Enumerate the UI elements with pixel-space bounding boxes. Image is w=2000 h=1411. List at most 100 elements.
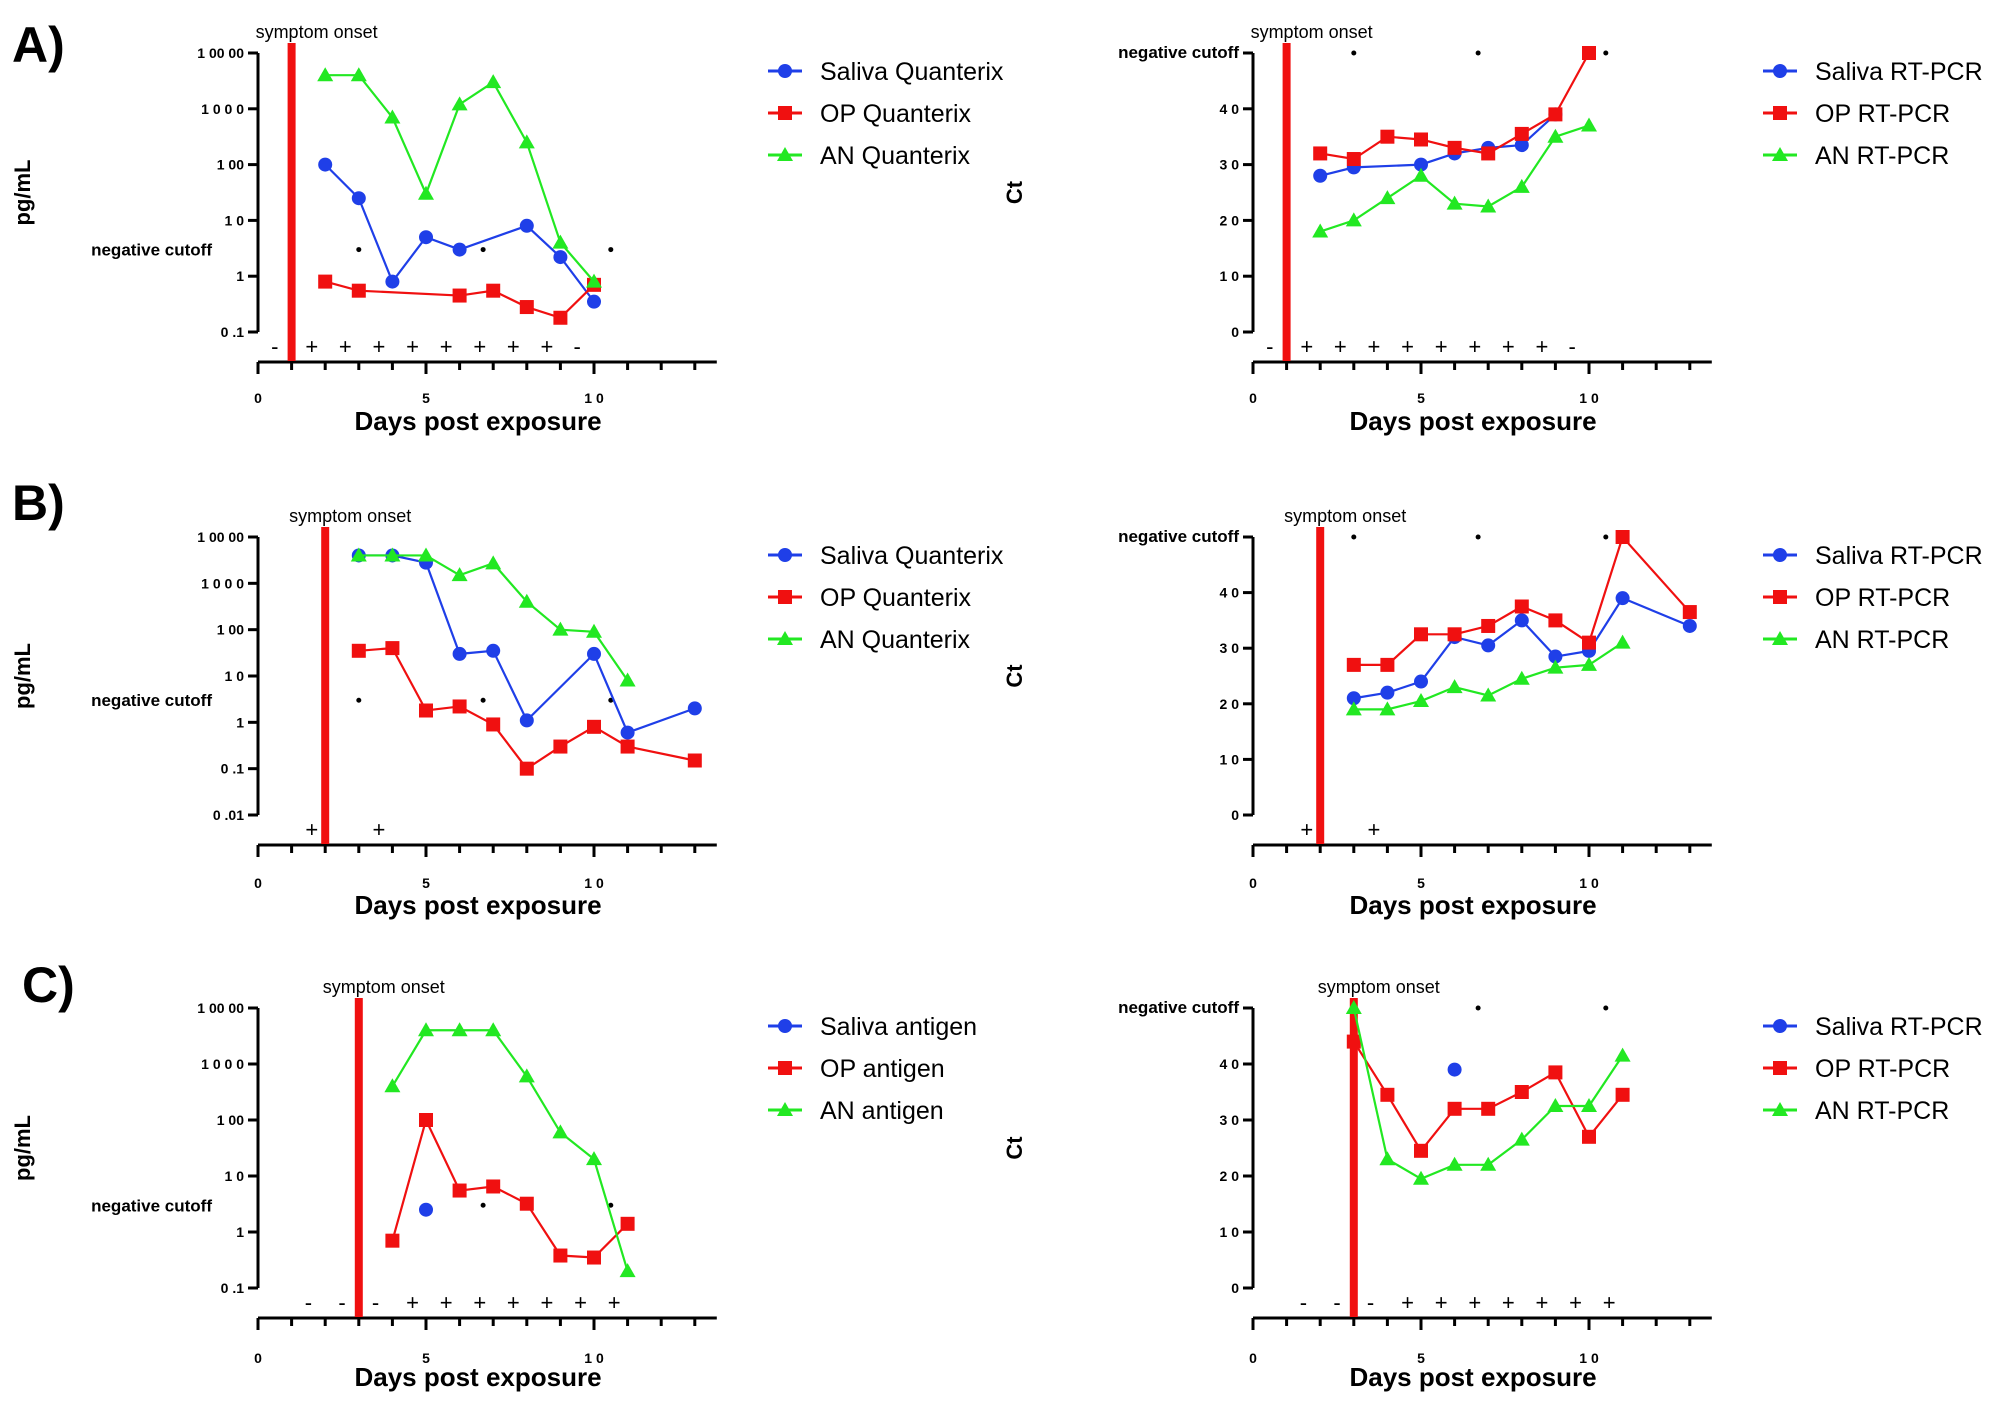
legend-label: OP Quanterix	[820, 584, 972, 612]
series-saliva	[351, 548, 702, 740]
data-point	[620, 725, 635, 740]
x-tick-label: 0	[254, 875, 262, 891]
data-point	[418, 1022, 434, 1037]
data-point	[1481, 638, 1496, 653]
test-result-sign: +	[1368, 334, 1381, 359]
test-result-sign: +	[541, 334, 554, 359]
data-point	[1581, 117, 1597, 132]
x-tick-label: 1 0	[1579, 875, 1599, 891]
data-point	[552, 1124, 569, 1139]
cutoff-label: negative cutoff	[91, 1196, 212, 1215]
y-tick-label: negative cutoff	[1118, 43, 1239, 62]
data-point	[586, 273, 602, 288]
y-tick-label: 2 0	[1220, 1168, 1240, 1184]
test-result-sign: +	[507, 1290, 520, 1315]
x-tick-label: 1 0	[584, 1350, 604, 1366]
data-point	[1312, 223, 1329, 238]
data-point	[1548, 107, 1563, 122]
cutoff-dot	[356, 247, 362, 253]
data-point	[553, 250, 568, 265]
data-point	[419, 1113, 433, 1127]
y-tick-label: 3 0	[1220, 157, 1240, 173]
y-tick-label: 0	[1231, 324, 1239, 340]
legend-marker	[1772, 631, 1788, 645]
data-point	[1380, 1087, 1395, 1102]
data-point	[620, 1216, 635, 1231]
y-tick-label: 0 .1	[221, 1280, 245, 1296]
data-point	[1548, 1065, 1563, 1080]
data-point	[1380, 685, 1395, 700]
chart-panel-1: A)0 .111 01 001 0 0 01 00 00pg/mLnegativ…	[10, 17, 1004, 436]
test-result-sign: +	[440, 334, 453, 359]
series-an	[1345, 1000, 1631, 1185]
test-result-sign: -	[305, 1290, 312, 1315]
test-result-sign: +	[541, 1290, 554, 1315]
data-point	[419, 1202, 433, 1217]
data-point	[553, 739, 568, 754]
x-tick-label: 1 0	[1579, 390, 1599, 406]
legend-label: AN Quanterix	[820, 142, 971, 170]
data-point	[385, 274, 400, 289]
y-tick-label: 1 00 00	[197, 45, 244, 61]
series-op	[385, 1113, 635, 1265]
data-point	[451, 1022, 468, 1037]
symptom-onset-label: symptom onset	[1284, 506, 1406, 526]
data-point	[418, 547, 434, 562]
data-point	[587, 294, 601, 309]
legend-marker	[777, 147, 793, 161]
test-result-sign: +	[1468, 1290, 1481, 1315]
data-point	[1614, 1047, 1631, 1062]
symptom-onset-label: symptom onset	[289, 506, 411, 526]
data-point	[552, 621, 569, 636]
legend-label: AN Quanterix	[820, 626, 971, 654]
cutoff-dot	[1475, 50, 1481, 56]
data-point	[451, 567, 468, 582]
data-point	[518, 593, 535, 608]
y-axis-title: pg/mL	[10, 160, 35, 226]
legend-marker	[1772, 1102, 1788, 1116]
test-result-sign: +	[1502, 334, 1515, 359]
x-tick-label: 5	[1417, 1350, 1425, 1366]
x-tick-label: 5	[1417, 875, 1425, 891]
test-result-sign: +	[305, 817, 318, 842]
data-point	[1581, 656, 1597, 671]
data-point	[1413, 167, 1429, 182]
test-result-sign: -	[1367, 1290, 1374, 1315]
y-tick-label: negative cutoff	[1118, 998, 1239, 1017]
test-result-sign: +	[1536, 1290, 1549, 1315]
symptom-onset-label: symptom onset	[1251, 22, 1373, 42]
data-point	[419, 230, 433, 245]
series-line	[324, 163, 595, 303]
test-result-sign: +	[473, 1290, 486, 1315]
data-point	[1379, 190, 1396, 205]
data-point	[1414, 1143, 1428, 1158]
test-result-sign: -	[574, 334, 581, 359]
symptom-onset-label: symptom onset	[1318, 977, 1440, 997]
cutoff-dot	[1351, 534, 1357, 540]
legend-label: AN RT-PCR	[1815, 1097, 1949, 1125]
data-point	[1615, 530, 1630, 544]
legend-marker	[1773, 1061, 1787, 1075]
x-tick-label: 1 0	[1579, 1350, 1599, 1366]
data-point	[1379, 1151, 1396, 1166]
data-point	[1582, 635, 1596, 650]
data-point	[317, 67, 334, 82]
legend-label: Saliva RT-PCR	[1815, 542, 1983, 570]
data-point	[1447, 1101, 1462, 1116]
x-tick-label: 0	[254, 390, 262, 406]
x-tick-label: 1 0	[584, 875, 604, 891]
data-point	[318, 157, 333, 172]
cutoff-dot	[608, 247, 614, 253]
x-tick-label: 0	[254, 1350, 262, 1366]
y-tick-label: negative cutoff	[1118, 527, 1239, 546]
y-tick-label: 1 0	[1220, 268, 1240, 284]
data-point	[587, 646, 601, 661]
x-axis-title: Days post exposure	[354, 406, 601, 436]
data-point	[619, 672, 636, 687]
test-result-sign: +	[574, 1290, 587, 1315]
data-point	[486, 1179, 501, 1194]
data-point	[1414, 157, 1428, 172]
